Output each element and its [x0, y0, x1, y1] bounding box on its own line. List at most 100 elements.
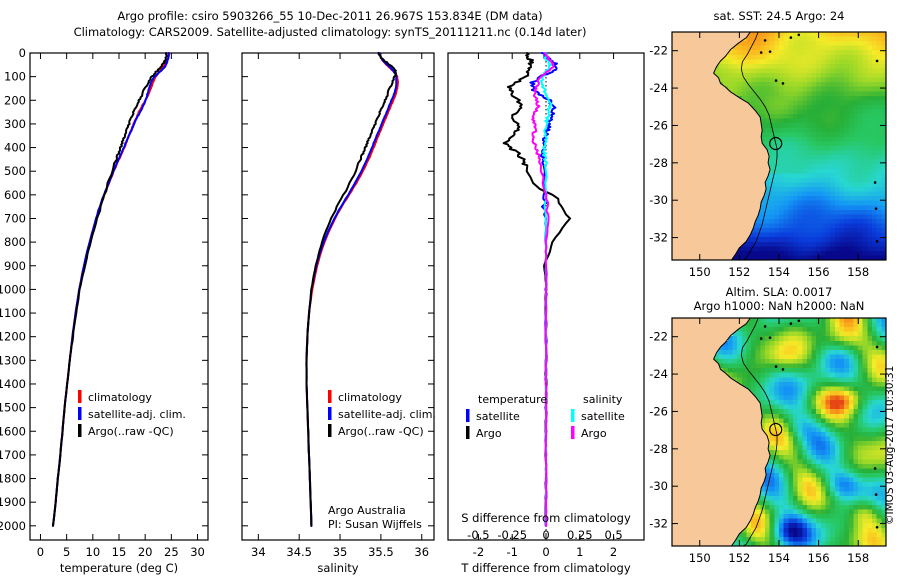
map-cell: [811, 205, 817, 211]
map-cell: [834, 432, 841, 438]
map-cell: [769, 45, 775, 51]
map-cell: [788, 91, 794, 97]
x-tick-label: 15: [112, 545, 127, 559]
temperature-x-ticks: 0 5 10 15 20 25 30: [37, 53, 205, 559]
legend-swatch-satellite-adj: [78, 407, 82, 420]
map-cell: [760, 486, 766, 492]
legend-swatch-sal-argo: [571, 426, 575, 439]
map-cell: [820, 104, 827, 111]
map-cell: [779, 390, 785, 397]
map-cell: [816, 409, 822, 415]
map-cell: [876, 100, 882, 106]
map-cell: [834, 368, 841, 374]
map-cell: [779, 205, 785, 211]
map-cell: [765, 118, 771, 124]
map-cell: [806, 95, 813, 101]
map-cell: [774, 518, 780, 524]
map-cell: [792, 141, 799, 147]
map-cell: [792, 54, 799, 60]
depth-tick-label: 1300: [0, 353, 26, 367]
map-cell: [816, 336, 822, 342]
map-cell: [788, 177, 794, 184]
map-cell: [774, 228, 780, 234]
map-cell: [769, 491, 775, 497]
map-cell: [802, 381, 808, 387]
map-cell: [806, 123, 813, 129]
map-cell: [872, 349, 878, 356]
map-cell: [881, 228, 886, 234]
map-cell: [834, 441, 841, 447]
map-cell: [848, 109, 855, 115]
map-cell: [825, 390, 831, 397]
map-cell: [858, 173, 864, 179]
map-cell: [779, 209, 785, 215]
map-cell: [774, 54, 780, 60]
map-cell: [783, 141, 789, 147]
map-cell: [867, 50, 873, 56]
map-cell: [876, 427, 882, 433]
map-cell: [825, 136, 831, 143]
map-cell: [876, 41, 882, 47]
map-cell: [867, 536, 873, 543]
map-cell: [783, 54, 789, 60]
map-cell: [783, 191, 789, 197]
map-cell: [802, 518, 808, 524]
temperature-legend: climatology satellite-adj. clim. Argo(..…: [78, 390, 186, 438]
map-cell: [779, 486, 785, 492]
map-cell: [876, 54, 882, 60]
map-cell: [848, 63, 855, 70]
map-cell: [774, 218, 780, 225]
map-cell: [825, 95, 831, 101]
map-cell: [830, 127, 836, 133]
map-cell: [876, 214, 882, 220]
map-cell: [867, 422, 873, 429]
map-cell: [797, 349, 803, 356]
map-cell: [820, 482, 827, 488]
map-cell: [783, 95, 789, 101]
map-x-tick-label: 156: [808, 265, 830, 279]
map-cell: [816, 155, 822, 161]
map-cell: [834, 340, 841, 346]
map-cell: [802, 509, 808, 515]
map-cell: [844, 381, 850, 387]
map-cell: [779, 255, 785, 260]
map-cell: [751, 91, 757, 97]
map-cell: [788, 54, 794, 60]
map-cell: [741, 327, 748, 333]
map-cell: [839, 491, 845, 497]
map-cell: [867, 109, 873, 115]
map-cell: [872, 436, 878, 442]
sla-map-shelf-contour: [740, 318, 778, 546]
map-cell: [820, 228, 827, 234]
map-cell: [779, 527, 785, 533]
map-cell: [872, 50, 878, 56]
map-cell: [788, 422, 794, 429]
map-cell: [848, 155, 855, 161]
map-cell: [848, 422, 855, 429]
map-cell: [765, 86, 771, 92]
map-cell: [774, 132, 780, 138]
map-cell: [797, 182, 803, 188]
sla-map-island: [768, 336, 772, 339]
map-cell: [844, 168, 850, 174]
map-cell: [779, 349, 785, 356]
map-cell: [881, 504, 886, 511]
map-cell: [774, 104, 780, 111]
map-cell: [811, 214, 817, 220]
map-cell: [769, 36, 775, 42]
map-cell: [755, 500, 761, 506]
map-cell: [788, 82, 794, 88]
map-cell: [853, 368, 859, 374]
map-cell: [760, 114, 766, 120]
map-cell: [783, 386, 789, 392]
map-cell: [848, 486, 855, 492]
map-cell: [806, 345, 813, 351]
map-cell: [853, 381, 859, 387]
map-cell: [862, 41, 868, 47]
map-cell: [876, 173, 882, 179]
map-cell: [876, 141, 882, 147]
map-cell: [867, 436, 873, 442]
map-cell: [862, 150, 868, 156]
map-cell: [769, 363, 775, 369]
map-cell: [844, 95, 850, 101]
